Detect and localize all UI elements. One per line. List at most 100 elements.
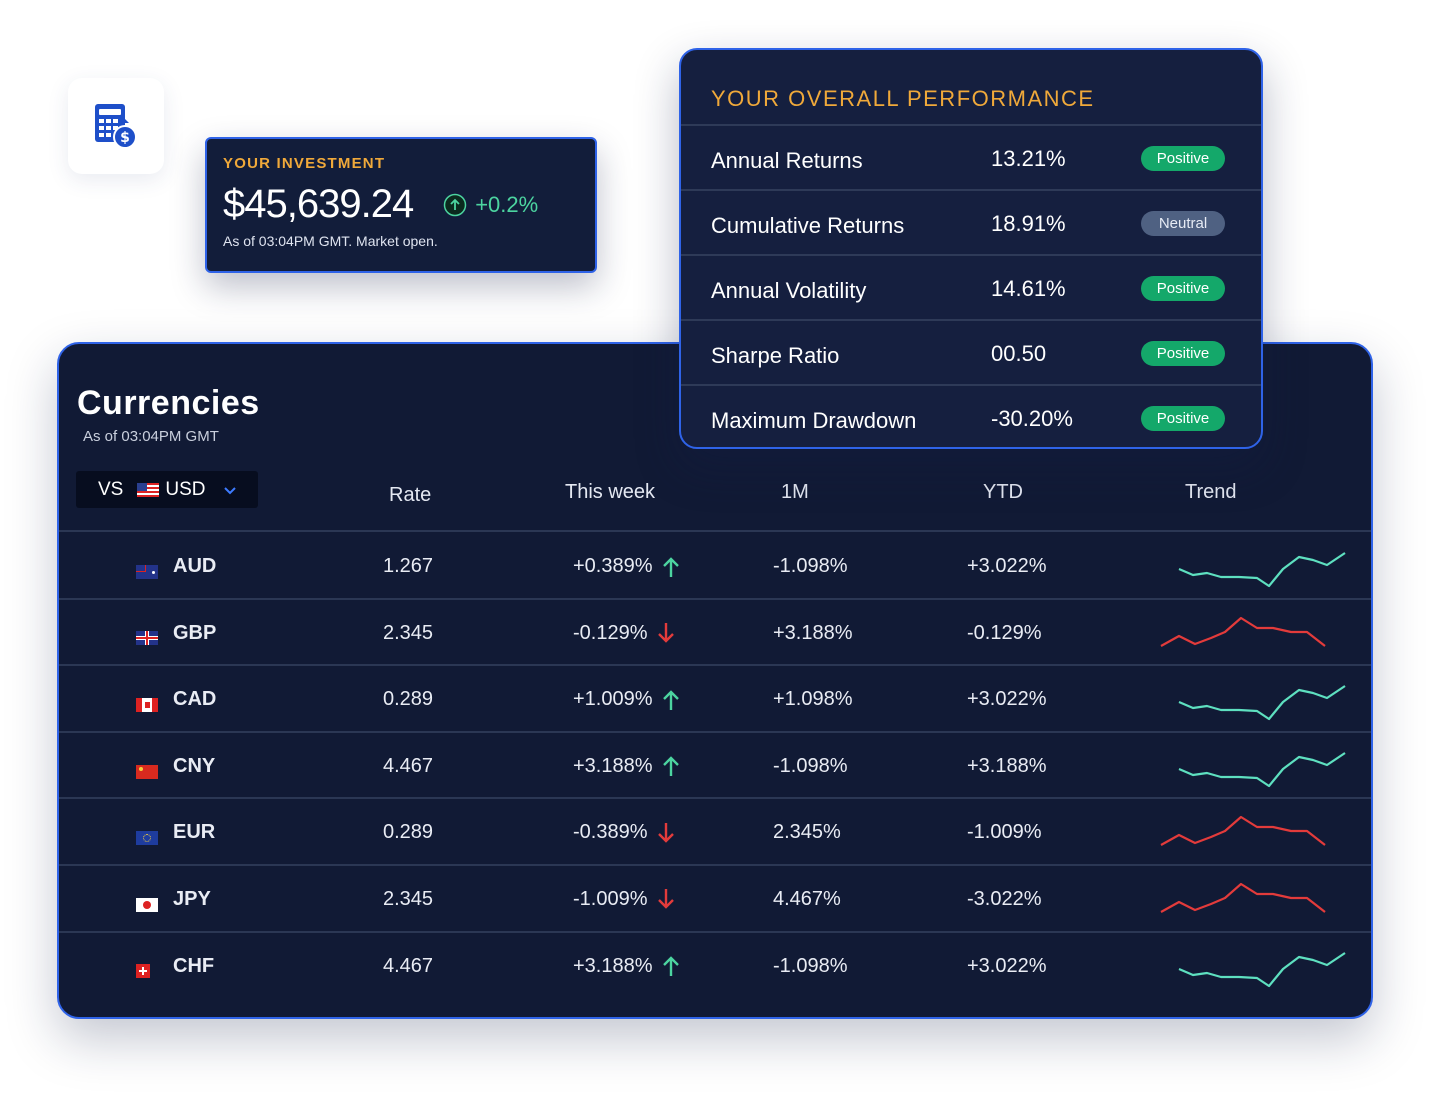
status-badge: Positive — [1141, 146, 1225, 171]
month-change: 4.467% — [773, 887, 841, 910]
currency-table-body: AUD 1.267 +0.389% -1.098% +3.022% GBP 2.345 -0.… — [59, 533, 1371, 999]
trend-sparkline — [1178, 751, 1346, 787]
ytd-change: -1.009% — [967, 821, 1042, 844]
arrow-down-icon — [657, 889, 674, 910]
trend-sparkline — [1178, 685, 1346, 721]
chevron-down-icon — [224, 486, 237, 494]
currency-row-cad[interactable]: CAD 0.289 +1.009% +1.098% +3.022% — [59, 666, 1371, 733]
flag-wrapper — [136, 960, 150, 983]
week-change-cell: +3.188% — [573, 955, 681, 978]
currency-rate: 0.289 — [383, 821, 434, 844]
currency-row-chf[interactable]: CHF 4.467 +3.188% -1.098% +3.022% — [59, 933, 1371, 1000]
currency-row-gbp[interactable]: GBP 2.345 -0.129% +3.188% -0.129% — [59, 600, 1371, 667]
arrow-down-icon — [657, 623, 674, 643]
ytd-change: +3.022% — [967, 555, 1047, 577]
currency-rate: 4.467 — [383, 754, 434, 777]
performance-metric-label: Cumulative Returns — [711, 213, 905, 238]
flag-wrapper — [136, 893, 158, 916]
column-header-1m[interactable]: 1M — [781, 481, 809, 503]
performance-row: Cumulative Returns 18.91% Neutral — [681, 189, 1261, 254]
currency-code: EUR — [173, 821, 216, 844]
month-change: -1.098% — [773, 555, 848, 577]
trend-line — [1160, 816, 1326, 847]
column-header-this-week[interactable]: This week — [565, 481, 656, 503]
arrow-up-icon — [662, 756, 679, 777]
arrow-up-icon — [662, 689, 679, 710]
trend-line — [1178, 951, 1346, 987]
ytd-change: +3.022% — [967, 688, 1047, 711]
arrow-up-circle-icon — [443, 193, 467, 216]
performance-metric-label: Annual Returns — [711, 148, 863, 173]
week-change: -1.009% — [573, 887, 648, 910]
currency-rate: 0.289 — [383, 688, 434, 711]
currency-code: JPY — [173, 887, 211, 910]
currency-row-aud[interactable]: AUD 1.267 +0.389% -1.098% +3.022% — [59, 533, 1371, 600]
uk-flag-icon — [136, 631, 158, 646]
trend-line — [1178, 552, 1346, 588]
month-change: +1.098% — [773, 688, 853, 711]
week-change: -0.389% — [573, 821, 648, 844]
switzerland-flag-icon — [136, 964, 150, 979]
currency-rate: 2.345 — [383, 887, 434, 910]
japan-flag-icon — [136, 897, 158, 912]
investment-card: YOUR INVESTMENT $45,639.24 +0.2% As of 0… — [205, 137, 597, 273]
currency-code: AUD — [173, 555, 217, 577]
performance-row: Annual Returns 13.21% Positive — [681, 124, 1261, 189]
performance-metric-label: Annual Volatility — [711, 278, 867, 303]
week-change-cell: -0.129% — [573, 622, 676, 645]
investment-change: +0.2% — [475, 191, 539, 217]
vs-label: VS — [98, 478, 124, 500]
currency-row-eur[interactable]: EUR 0.289 -0.389% 2.345% -1.009% — [59, 799, 1371, 866]
arrow-up-icon — [662, 956, 679, 977]
arrow-down-icon — [657, 822, 674, 843]
app-tile[interactable]: $ — [68, 78, 164, 174]
week-change: -0.129% — [573, 621, 648, 644]
week-change: +0.389% — [573, 555, 653, 577]
ytd-change: +3.022% — [967, 954, 1047, 977]
week-change-cell: -1.009% — [573, 888, 676, 911]
performance-metric-value: 14.61% — [991, 276, 1066, 301]
performance-metric-value: 13.21% — [991, 146, 1066, 171]
svg-text:$: $ — [120, 130, 130, 146]
column-header-ytd[interactable]: YTD — [983, 481, 1023, 503]
currencies-title: Currencies — [77, 384, 260, 422]
week-change-cell: +1.009% — [573, 688, 681, 711]
performance-row: Sharpe Ratio 00.50 Positive — [681, 319, 1261, 384]
performance-row: Maximum Drawdown -30.20% Positive — [681, 384, 1261, 447]
flag-wrapper — [136, 760, 158, 783]
status-badge: Positive — [1141, 276, 1225, 301]
month-change: -1.098% — [773, 954, 848, 977]
base-currency-select[interactable]: VS USD — [76, 471, 258, 508]
currency-rate: 1.267 — [383, 555, 434, 577]
header-divider — [59, 530, 1371, 532]
status-badge: Neutral — [1141, 211, 1225, 236]
arrow-up-icon — [662, 556, 679, 577]
currency-row-jpy[interactable]: JPY 2.345 -1.009% 4.467% -3.022% — [59, 866, 1371, 933]
week-change: +3.188% — [573, 754, 653, 777]
currency-code: GBP — [173, 621, 217, 644]
column-header-rate[interactable]: Rate — [389, 484, 432, 506]
base-currency-value: USD — [165, 478, 206, 500]
investment-as-of: As of 03:04PM GMT. Market open. — [223, 233, 438, 249]
trend-line — [1160, 882, 1326, 913]
trend-line — [1178, 685, 1346, 721]
finance-calculator-icon: $ — [95, 104, 137, 149]
ytd-change: -0.129% — [967, 621, 1042, 644]
eu-flag-icon — [136, 831, 158, 846]
trend-sparkline — [1160, 616, 1326, 647]
currencies-subtitle: As of 03:04PM GMT — [83, 428, 219, 445]
currency-row-cny[interactable]: CNY 4.467 +3.188% -1.098% +3.188% — [59, 733, 1371, 800]
month-change: -1.098% — [773, 754, 848, 777]
performance-card: YOUR OVERALL PERFORMANCE Annual Returns 1… — [679, 48, 1263, 449]
flag-wrapper — [136, 826, 158, 849]
currency-code: CHF — [173, 954, 215, 977]
trend-sparkline — [1160, 882, 1326, 913]
china-flag-icon — [136, 764, 158, 779]
currency-code: CNY — [173, 754, 216, 777]
column-header-trend[interactable]: Trend — [1185, 481, 1237, 503]
performance-metric-label: Sharpe Ratio — [711, 343, 840, 368]
ytd-change: +3.188% — [967, 754, 1047, 777]
currency-rate: 2.345 — [383, 621, 434, 644]
performance-metric-value: 00.50 — [991, 341, 1047, 366]
performance-metric-value: -30.20% — [991, 406, 1073, 431]
